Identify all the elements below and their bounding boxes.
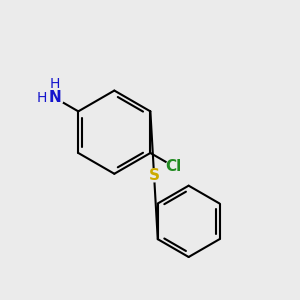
Text: N: N (49, 91, 61, 106)
Text: H: H (36, 91, 47, 105)
Circle shape (148, 169, 160, 182)
Circle shape (166, 159, 181, 174)
Text: S: S (148, 168, 160, 183)
Circle shape (47, 90, 64, 106)
Text: H: H (50, 76, 60, 91)
Text: Cl: Cl (165, 159, 182, 174)
